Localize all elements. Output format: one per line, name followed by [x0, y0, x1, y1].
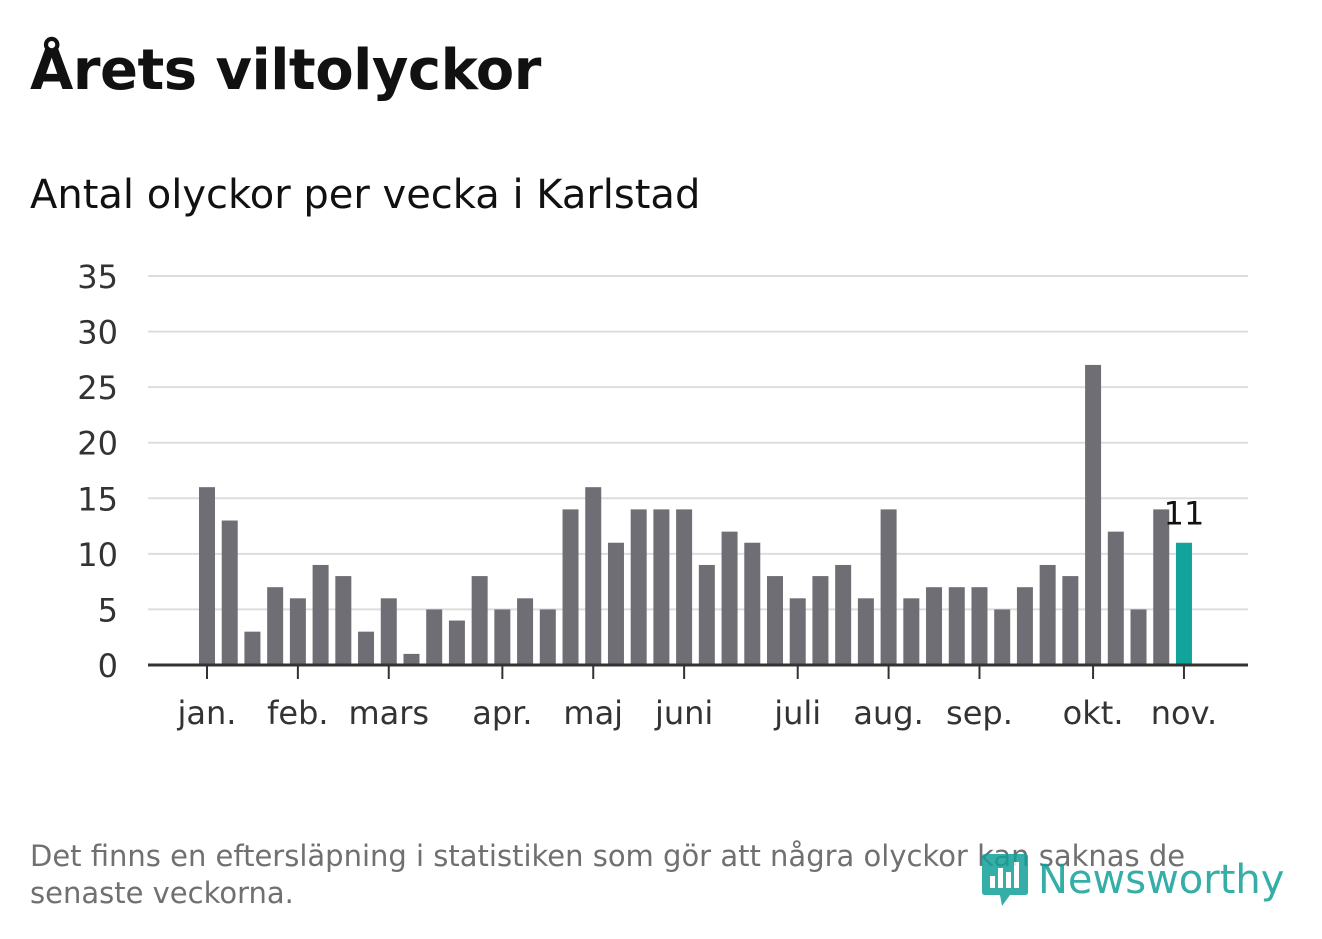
- bar: [289, 598, 306, 665]
- x-axis-ticks: jan. feb. mars apr. maj juni juli aug. sep. okt. n…: [177, 665, 1217, 732]
- bar: [676, 509, 693, 665]
- x-tick-label: sep.: [946, 694, 1013, 732]
- bar: [426, 609, 443, 665]
- x-tick-label: mars: [348, 694, 429, 732]
- bar: [971, 587, 988, 665]
- bar: [517, 598, 534, 665]
- bar: [903, 598, 920, 665]
- x-tick-label: nov.: [1151, 694, 1217, 732]
- gridlines: [148, 275, 1248, 611]
- bar: [199, 487, 215, 665]
- bar: [380, 598, 397, 665]
- bar: [857, 598, 874, 665]
- y-tick-label-5: 5: [98, 591, 118, 629]
- x-tick-label: okt.: [1063, 694, 1124, 732]
- logo-text: Newsworthy: [1038, 857, 1285, 903]
- x-tick-label: aug.: [853, 694, 923, 732]
- bar: [1016, 587, 1033, 665]
- bar: [1153, 509, 1170, 665]
- bar: [471, 576, 488, 665]
- x-tick-label: jan.: [177, 694, 237, 732]
- y-tick-label-10: 10: [77, 536, 118, 574]
- bar: [1085, 364, 1102, 665]
- bar: [403, 653, 420, 665]
- y-tick-label-20: 20: [77, 425, 118, 463]
- chart-title: Årets viltolyckor: [30, 38, 541, 103]
- bar: [244, 631, 261, 665]
- x-tick-label: maj: [563, 694, 623, 732]
- bar: [448, 620, 465, 665]
- y-tick-label-0: 0: [98, 647, 118, 685]
- bar: [767, 576, 783, 665]
- bar: [721, 531, 738, 665]
- bar: [835, 564, 852, 665]
- y-tick-label-35: 35: [77, 258, 118, 296]
- bar: [1062, 576, 1079, 665]
- x-tick-label: apr.: [472, 694, 532, 732]
- bar: [312, 564, 329, 665]
- bar: [812, 576, 829, 665]
- bar: [358, 631, 375, 665]
- chart-subtitle: Antal olyckor per vecka i Karlstad: [30, 172, 701, 218]
- bars: [199, 364, 1192, 665]
- x-tick-label: juni: [654, 694, 713, 732]
- bar: [994, 609, 1011, 665]
- data-label-latest: 11: [1164, 495, 1205, 533]
- bar: [539, 609, 556, 665]
- bar: [607, 542, 624, 665]
- newsworthy-logo-icon: [982, 854, 1028, 906]
- y-tick-label-15: 15: [77, 480, 118, 518]
- bar: [926, 587, 943, 665]
- y-axis-ticks: 0 5 10 15 20 25 30 35: [77, 258, 118, 685]
- bar: [494, 609, 511, 665]
- y-tick-label-25: 25: [77, 369, 118, 407]
- bar: [653, 509, 670, 665]
- bar: [335, 576, 352, 665]
- bar: [789, 598, 806, 665]
- bar: [880, 509, 897, 665]
- bar: [1039, 564, 1056, 665]
- x-tick-label: juli: [773, 694, 821, 732]
- bar: [698, 564, 715, 665]
- newsworthy-logo: Newsworthy: [980, 848, 1300, 912]
- bar: [630, 509, 647, 665]
- y-tick-label-30: 30: [77, 314, 118, 352]
- bar: [585, 487, 602, 665]
- bar: [948, 587, 965, 665]
- bar: [1130, 609, 1147, 665]
- bar: [562, 509, 579, 665]
- x-tick-label: feb.: [267, 694, 328, 732]
- bar: [744, 542, 761, 665]
- bar-latest-week: [1175, 542, 1192, 665]
- bar: [221, 520, 238, 665]
- bar: [1107, 531, 1124, 665]
- bar: [267, 587, 284, 665]
- annotations: 11: [1164, 495, 1205, 533]
